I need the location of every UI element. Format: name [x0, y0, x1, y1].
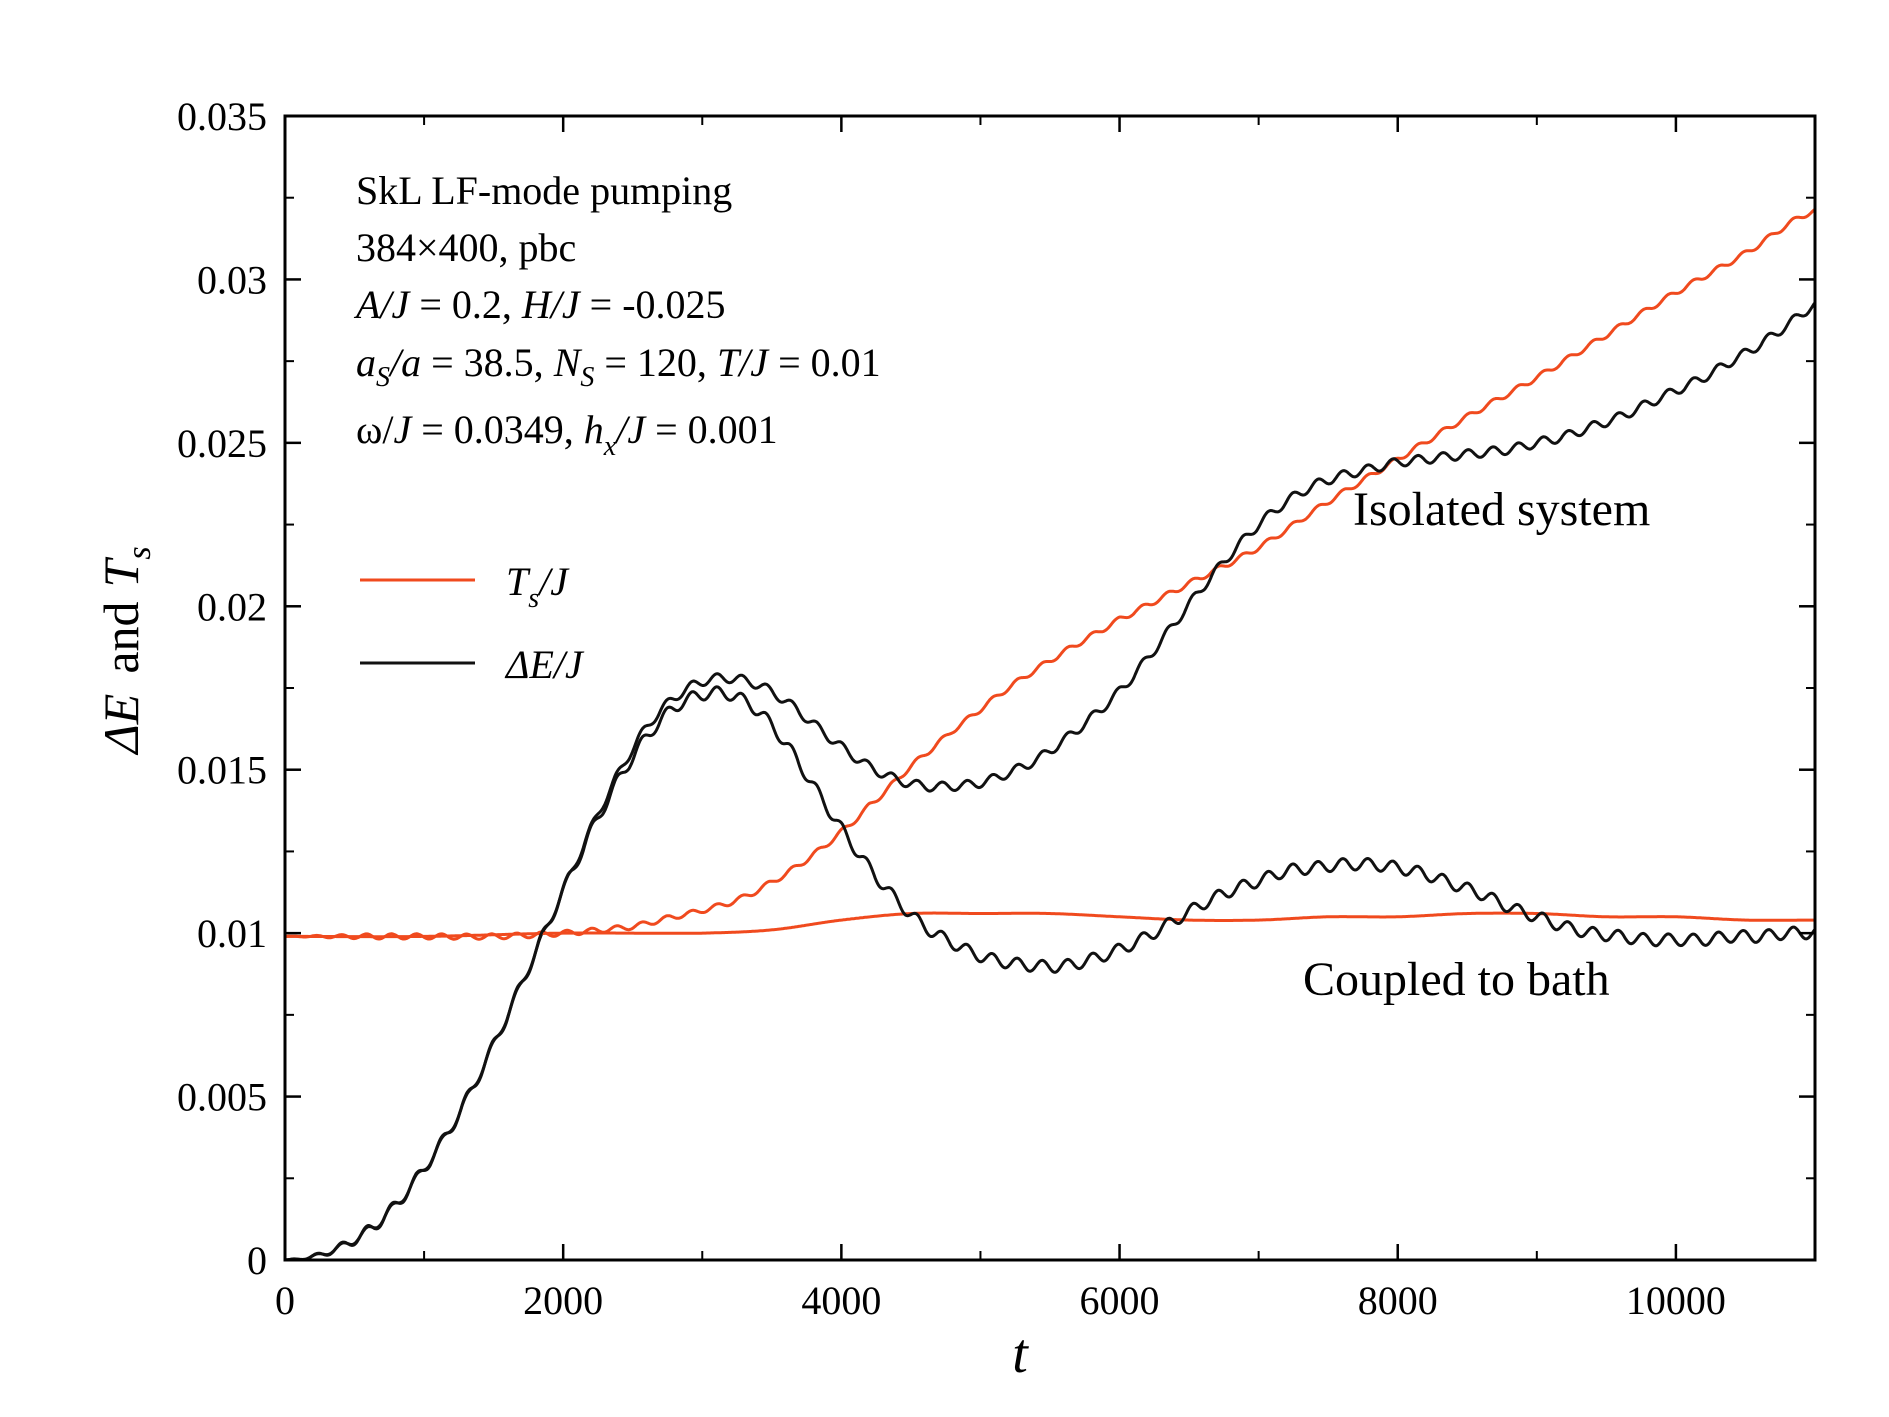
y-label-delta-e: ΔE — [93, 694, 149, 756]
ann-h-symbol: H/J — [521, 282, 582, 327]
ann-as-value: = 38.5, — [421, 340, 554, 385]
y-label-subscript: s — [121, 546, 158, 559]
x-tick-label: 10000 — [1626, 1278, 1726, 1323]
x-axis-label: t — [1012, 1323, 1029, 1385]
x-tick-label: 6000 — [1080, 1278, 1160, 1323]
annotation-line-2: 384×400, pbc — [356, 225, 576, 270]
x-tick-label: 2000 — [523, 1278, 603, 1323]
x-tick-label: 0 — [275, 1278, 295, 1323]
legend-ts-symbol: T — [506, 559, 531, 604]
ann-hx-value: = 0.001 — [645, 407, 778, 452]
tick-labels: 0 2000 4000 6000 8000 10000 0 0.005 0.01 0.015 0.0… — [177, 94, 1726, 1323]
legend-label-de: ΔE/J — [504, 642, 585, 687]
series-layer — [284, 207, 1817, 1262]
ann-as-subscript: S — [376, 362, 390, 393]
y-tick-label: 0.025 — [177, 421, 267, 466]
y-tick-label: 0.01 — [197, 911, 267, 956]
legend-label-ts: Ts/J — [506, 559, 570, 614]
ann-omega-symbol: ω/ — [356, 407, 394, 452]
annotation-line-4: aS/a = 38.5, NS = 120, T/J = 0.01 — [356, 340, 881, 393]
ann-as-rest: /a — [388, 340, 421, 385]
ann-hx-rest: /J — [614, 407, 647, 452]
y-tick-label: 0.005 — [177, 1075, 267, 1120]
annotation-line-5: ω/J = 0.0349, hx/J = 0.001 — [356, 407, 778, 462]
legend: Ts/J ΔE/J — [360, 559, 585, 687]
legend-ts-rest: /J — [537, 559, 570, 604]
ann-a-symbol: A/J — [353, 282, 412, 327]
plot-frame — [283, 114, 1817, 1262]
ann-t-value: = 0.01 — [768, 340, 881, 385]
y-tick-label: 0.03 — [197, 257, 267, 302]
ann-ns-symbol: N — [553, 340, 583, 385]
ann-h-value: = -0.025 — [580, 282, 726, 327]
ann-ns-subscript: S — [580, 362, 594, 393]
ann-hx-subscript: x — [603, 431, 617, 462]
ann-omega-value: = 0.0349, — [411, 407, 584, 452]
annotation-line-3: A/J = 0.2, H/J = -0.025 — [353, 282, 726, 327]
x-tick-label: 8000 — [1358, 1278, 1438, 1323]
ann-hx-symbol: h — [584, 407, 604, 452]
y-label-t: T — [93, 556, 149, 587]
y-tick-label: 0.015 — [177, 748, 267, 793]
ann-omega-j: J — [393, 407, 413, 452]
annotation-line-1: SkL LF-mode pumping — [356, 168, 732, 213]
series-line-3 — [284, 685, 1817, 1262]
legend-ts-subscript: s — [528, 583, 539, 614]
y-tick-label: 0 — [247, 1238, 267, 1283]
label-coupled-to-bath: Coupled to bath — [1303, 953, 1610, 1006]
x-tick-label: 4000 — [801, 1278, 881, 1323]
ann-as-symbol: a — [356, 340, 376, 385]
label-isolated-system: Isolated system — [1353, 483, 1650, 536]
y-tick-label: 0.035 — [177, 94, 267, 139]
y-label-and: and — [93, 601, 149, 673]
y-axis-label: ΔE and Ts — [93, 546, 158, 755]
ann-ns-value: = 120, — [594, 340, 717, 385]
y-tick-label: 0.02 — [197, 584, 267, 629]
ann-a-value: = 0.2, — [409, 282, 522, 327]
ann-t-symbol: T/J — [717, 340, 770, 385]
